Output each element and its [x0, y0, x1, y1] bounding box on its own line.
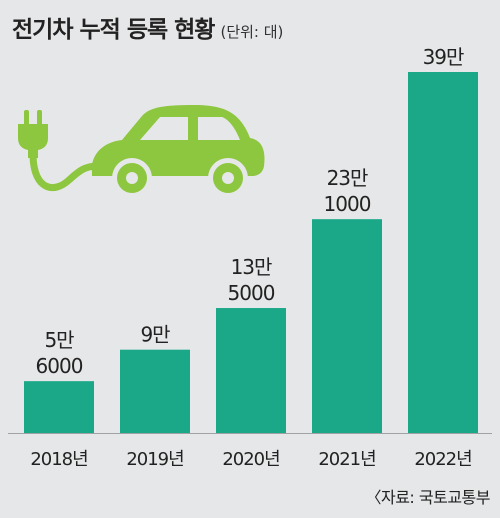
chart-title: 전기차 누적 등록 현황	[12, 17, 215, 43]
bar-2	[216, 308, 286, 433]
title-row: 전기차 누적 등록 현황 (단위: 대)	[12, 10, 283, 44]
plug-prong-right	[37, 110, 42, 126]
plug-body	[18, 124, 48, 158]
car-hub-rear	[222, 172, 234, 184]
unit-label: (단위: 대)	[220, 23, 284, 41]
source-note: 〈자료: 국토교통부	[365, 488, 490, 507]
category-label-0: 2018년	[30, 449, 87, 470]
bar-1	[120, 349, 190, 433]
data-label-3-0: 23만	[327, 166, 368, 190]
data-label-1-0: 9만	[140, 323, 170, 347]
category-label-3: 2021년	[318, 449, 375, 470]
data-label-3-1: 1000	[324, 192, 371, 216]
category-label-2: 2020년	[222, 449, 279, 470]
x-axis-baseline	[8, 433, 492, 434]
category-label-1: 2019년	[126, 449, 183, 470]
car-window-rear	[198, 117, 240, 140]
data-label-2-0: 13만	[231, 255, 272, 279]
data-label-0-0: 5만	[44, 328, 74, 352]
bar-0	[24, 381, 94, 433]
bar-4	[408, 72, 478, 433]
plug-prong-left	[24, 110, 29, 126]
bar-3	[312, 219, 382, 433]
car-hub-front	[126, 172, 138, 184]
data-label-4-0: 39만	[423, 45, 464, 69]
plug-cable	[29, 152, 102, 192]
electric-car-plug-icon	[18, 105, 265, 198]
category-label-4: 2022년	[414, 449, 471, 470]
data-label-2-1: 5000	[228, 281, 275, 305]
data-label-0-1: 6000	[36, 354, 83, 378]
car-window-front	[140, 117, 188, 140]
